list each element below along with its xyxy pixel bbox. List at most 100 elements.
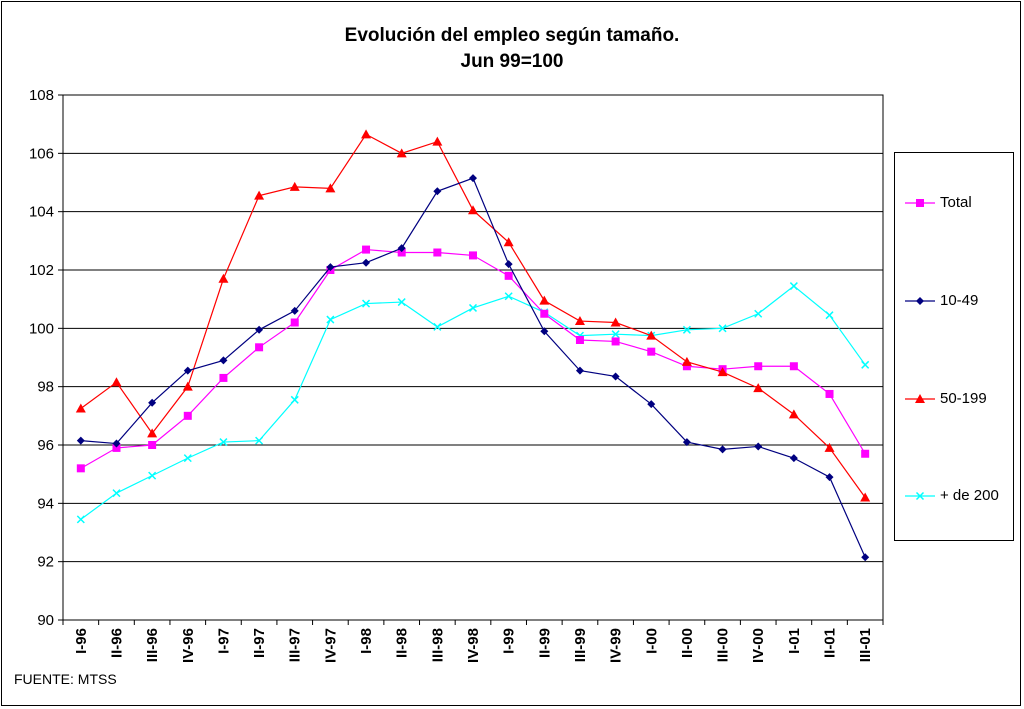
data-point bbox=[112, 489, 121, 498]
x-tick-label: II-99 bbox=[536, 628, 553, 658]
x-tick-label: IV-98 bbox=[465, 628, 482, 663]
data-point bbox=[789, 454, 798, 463]
x-tick-label: I-97 bbox=[215, 628, 232, 654]
data-point bbox=[362, 245, 371, 254]
data-point bbox=[219, 373, 228, 382]
data-point bbox=[111, 377, 122, 387]
data-point bbox=[825, 389, 834, 398]
data-point bbox=[255, 436, 264, 445]
legend-symbol bbox=[905, 199, 935, 207]
legend-item: + de 200 bbox=[895, 486, 1013, 506]
x-tick-label: IV-96 bbox=[180, 628, 197, 663]
data-point bbox=[717, 367, 728, 377]
data-point bbox=[76, 515, 85, 524]
x-tick-label: I-96 bbox=[73, 628, 90, 654]
legend-item: 10-49 bbox=[895, 291, 1013, 311]
x-tick-label: II-01 bbox=[822, 628, 839, 658]
x-tick-label: I-00 bbox=[643, 628, 660, 654]
data-point bbox=[469, 174, 477, 183]
legend-symbol bbox=[905, 491, 935, 501]
data-point bbox=[148, 441, 157, 449]
data-point bbox=[789, 282, 798, 291]
data-point bbox=[504, 260, 513, 269]
data-point bbox=[433, 187, 442, 196]
data-point bbox=[469, 251, 477, 260]
data-point bbox=[824, 442, 835, 452]
data-point bbox=[326, 315, 335, 324]
x-tick-label: II-98 bbox=[394, 628, 411, 658]
y-tick-label: 96 bbox=[37, 437, 54, 454]
chart-title: Evolución del empleo según tamaño. bbox=[344, 25, 680, 46]
y-tick-label: 108 bbox=[29, 87, 54, 104]
x-tick-label: III-98 bbox=[429, 628, 446, 662]
data-point bbox=[255, 325, 264, 334]
x-tick-label: IV-99 bbox=[608, 628, 625, 663]
legend-label: 10-49 bbox=[940, 292, 979, 309]
y-tick-label: 98 bbox=[37, 379, 54, 396]
data-point bbox=[540, 309, 549, 318]
data-point bbox=[718, 324, 727, 333]
data-point bbox=[861, 449, 870, 458]
data-point bbox=[753, 383, 764, 393]
data-point bbox=[183, 411, 192, 420]
data-point bbox=[788, 409, 799, 419]
data-point bbox=[219, 438, 228, 447]
x-tick-label: II-00 bbox=[679, 628, 696, 658]
data-point bbox=[182, 381, 193, 391]
data-point bbox=[825, 473, 834, 482]
x-tick-label: III-97 bbox=[287, 628, 304, 662]
data-point bbox=[397, 244, 406, 253]
data-point bbox=[504, 292, 513, 301]
y-tick-label: 100 bbox=[29, 320, 54, 337]
data-point bbox=[611, 330, 620, 339]
legend-symbol bbox=[905, 394, 935, 403]
data-point bbox=[611, 372, 620, 381]
data-point bbox=[789, 362, 798, 371]
data-point bbox=[647, 400, 656, 409]
x-tick-label: I-99 bbox=[501, 628, 518, 654]
data-point bbox=[326, 263, 335, 272]
y-tick-label: 92 bbox=[37, 554, 54, 571]
legend-item: Total bbox=[895, 193, 1013, 213]
data-point bbox=[76, 464, 85, 473]
x-tick-label: II-96 bbox=[108, 628, 125, 658]
data-point bbox=[362, 258, 371, 267]
data-point bbox=[362, 299, 371, 308]
data-point bbox=[183, 454, 192, 463]
legend-symbol bbox=[905, 297, 935, 305]
data-point bbox=[112, 443, 121, 452]
data-point bbox=[290, 306, 299, 315]
data-point bbox=[718, 445, 727, 454]
y-tick-label: 90 bbox=[37, 612, 54, 629]
data-point bbox=[254, 190, 265, 200]
y-tick-label: 94 bbox=[37, 495, 54, 512]
data-point bbox=[218, 273, 229, 283]
x-tick-label: III-00 bbox=[715, 628, 732, 662]
data-point bbox=[76, 436, 85, 445]
data-point bbox=[503, 237, 514, 247]
data-point bbox=[397, 248, 406, 257]
data-point bbox=[148, 398, 157, 407]
data-point bbox=[539, 295, 550, 305]
data-point bbox=[112, 439, 121, 448]
data-point bbox=[646, 330, 657, 340]
data-point bbox=[647, 347, 656, 356]
data-point bbox=[361, 129, 372, 139]
data-point bbox=[148, 471, 157, 480]
data-point bbox=[682, 362, 691, 371]
y-tick-label: 106 bbox=[29, 145, 54, 162]
data-point bbox=[219, 356, 228, 365]
x-tick-label: IV-00 bbox=[750, 628, 767, 663]
data-point bbox=[860, 492, 871, 502]
data-point bbox=[682, 325, 691, 334]
data-point bbox=[574, 316, 585, 326]
data-point bbox=[681, 356, 692, 366]
x-tick-label: I-01 bbox=[786, 628, 803, 654]
data-point bbox=[540, 327, 549, 336]
data-point bbox=[754, 442, 763, 451]
data-point bbox=[575, 336, 584, 344]
data-point bbox=[147, 428, 158, 438]
chart-subtitle: Jun 99=100 bbox=[460, 51, 564, 72]
